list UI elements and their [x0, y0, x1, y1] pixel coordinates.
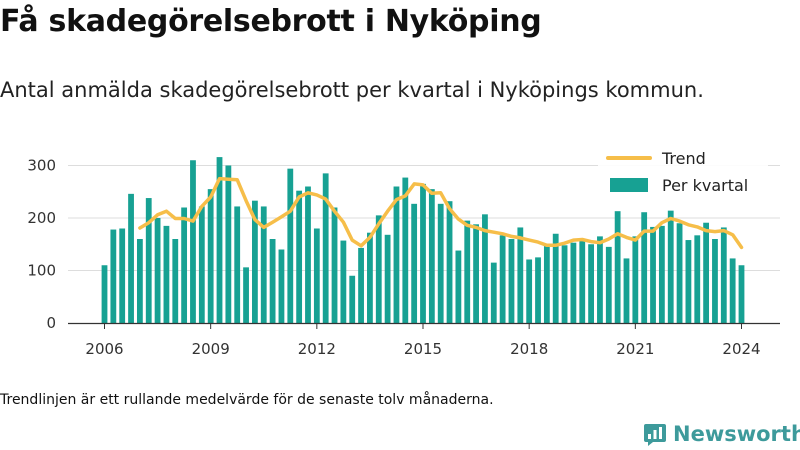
bar	[729, 258, 736, 323]
bar	[482, 214, 488, 323]
newsworthy-logo[interactable]: Newsworthy	[643, 419, 800, 449]
bar	[720, 227, 727, 323]
bar	[393, 186, 400, 323]
x-tick-label: 2021	[616, 340, 654, 358]
bar	[570, 242, 577, 323]
bar	[402, 177, 409, 323]
bar	[163, 225, 170, 323]
bar	[650, 226, 656, 323]
bar	[181, 207, 188, 323]
bar	[526, 259, 533, 323]
chart-title: Få skadegörelsebrott i Nyköping	[0, 4, 542, 39]
bar	[614, 211, 621, 323]
bar	[190, 160, 196, 323]
bar	[128, 193, 134, 323]
bar	[552, 233, 559, 323]
y-axis-ticks: 0 100 200 300	[27, 157, 56, 333]
y-tick-label: 300	[27, 157, 56, 175]
bar	[119, 228, 126, 323]
bar	[499, 235, 506, 323]
bar	[676, 223, 683, 323]
bar	[658, 225, 665, 323]
bar	[588, 244, 594, 323]
legend-bar-label: Per kvartal	[662, 176, 748, 195]
x-axis-ticks: 2006 2009 2012 2015 2018 2021 2024	[85, 323, 761, 358]
bar	[411, 203, 418, 323]
bar	[322, 173, 329, 323]
trend-line	[138, 176, 744, 250]
bar	[703, 222, 710, 323]
bar	[234, 206, 241, 323]
bar	[172, 239, 179, 323]
bar	[287, 168, 294, 323]
bar	[597, 236, 603, 323]
chart-subtitle: Antal anmälda skadegörelsebrott per kvar…	[0, 78, 704, 102]
bar	[305, 186, 311, 323]
x-tick-label: 2012	[298, 340, 336, 358]
bar	[136, 239, 143, 323]
x-tick-label: 2024	[722, 340, 760, 358]
bar	[269, 239, 276, 323]
bar	[340, 240, 347, 323]
bar	[375, 215, 382, 323]
bar	[420, 183, 426, 323]
brand-name: Newsworthy	[673, 422, 800, 446]
bar	[473, 224, 479, 323]
y-tick-label: 0	[46, 314, 56, 332]
bar	[623, 258, 630, 323]
bar	[579, 239, 586, 323]
bar	[605, 246, 612, 323]
bar	[641, 212, 648, 323]
legend-bar-swatch	[610, 178, 648, 192]
bar	[101, 265, 108, 323]
bar	[508, 239, 515, 323]
bar	[243, 267, 249, 323]
y-tick-label: 200	[27, 209, 56, 227]
bar	[367, 232, 373, 323]
bar	[738, 265, 745, 323]
x-tick-label: 2009	[192, 340, 230, 358]
bar	[535, 257, 541, 323]
bar	[358, 247, 364, 323]
bar	[632, 236, 639, 323]
bar	[198, 206, 205, 323]
bar	[517, 227, 524, 323]
bar	[490, 262, 497, 323]
bar	[207, 189, 214, 323]
bar	[685, 240, 692, 323]
bar	[437, 203, 444, 323]
bar	[455, 250, 462, 323]
bar	[384, 234, 391, 323]
bar	[313, 228, 320, 323]
bar	[252, 200, 258, 323]
bar	[331, 207, 338, 323]
bar	[561, 245, 568, 323]
bar	[464, 220, 471, 323]
y-tick-label: 100	[27, 262, 56, 280]
bar	[667, 210, 674, 323]
bar	[694, 235, 701, 323]
bar	[712, 239, 718, 323]
bar	[110, 229, 117, 323]
bar	[543, 245, 550, 323]
bar	[145, 198, 152, 323]
bar	[349, 275, 356, 323]
bar	[216, 157, 223, 323]
x-tick-label: 2018	[510, 340, 548, 358]
bar	[154, 218, 161, 323]
bar	[260, 206, 267, 323]
x-tick-label: 2006	[85, 340, 123, 358]
bar	[278, 249, 285, 323]
bars	[101, 157, 745, 323]
legend-trend-label: Trend	[661, 149, 706, 168]
footnote: Trendlinjen är ett rullande medelvärde f…	[0, 392, 494, 408]
legend: Trend Per kvartal	[598, 146, 768, 201]
bar	[428, 189, 435, 323]
x-tick-label: 2015	[404, 340, 442, 358]
bar	[446, 201, 453, 323]
bar	[296, 190, 303, 323]
bar	[225, 165, 232, 323]
newsworthy-logo-icon	[644, 424, 666, 446]
